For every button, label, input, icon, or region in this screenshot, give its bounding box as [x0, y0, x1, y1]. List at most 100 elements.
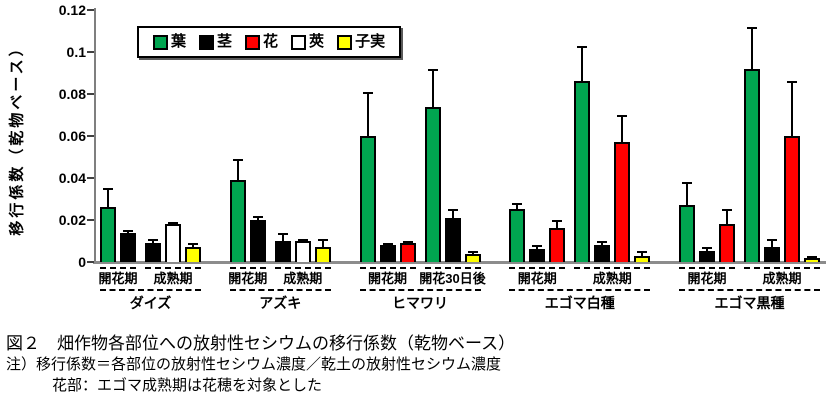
bar-rect	[229, 180, 246, 262]
error-bar	[686, 182, 688, 205]
subgroup-dash-line	[574, 267, 651, 269]
bar-rect	[764, 247, 780, 262]
error-bar-cap	[362, 92, 373, 94]
error-bar	[321, 239, 324, 247]
bar-rect	[784, 136, 800, 262]
error-bar	[451, 209, 454, 218]
bar-葉	[509, 10, 526, 262]
bar-rect	[294, 241, 311, 262]
period-label: 開花30日後	[419, 271, 486, 286]
crop-label: ダイズ	[129, 295, 172, 311]
bar-葉	[100, 10, 116, 262]
group-dash-line	[100, 289, 201, 291]
legend-item: 葉	[153, 34, 186, 50]
bars-row	[229, 10, 331, 262]
error-bar	[621, 115, 624, 142]
y-tick-mark	[87, 135, 94, 137]
period-label: 成熟期	[153, 271, 193, 286]
bar-rect	[574, 81, 591, 262]
error-bar	[192, 243, 194, 247]
bar-rect	[399, 243, 416, 262]
bar-花	[719, 10, 735, 262]
error-bar-cap	[722, 209, 732, 211]
bar-子実	[804, 10, 820, 262]
period-label: 開花期	[228, 271, 268, 286]
error-bar-cap	[297, 239, 308, 241]
error-bar-cap	[532, 245, 543, 247]
subgroup-label-block: 開花期	[359, 267, 416, 286]
bar-rect	[424, 107, 441, 262]
y-tick-label: 0.02	[58, 212, 86, 228]
bar-rect	[185, 247, 201, 262]
bar-rect	[274, 241, 291, 262]
subgroup-bars	[229, 10, 266, 262]
bar-rect	[594, 245, 611, 262]
legend: 葉 茎 花 莢 子実	[137, 26, 402, 58]
error-bar	[791, 81, 793, 136]
legend-swatch	[153, 34, 168, 50]
bar-rect	[614, 142, 631, 262]
error-bar-cap	[767, 239, 777, 241]
bar-rect	[509, 209, 526, 262]
subgroup-label-block: 開花期	[228, 267, 268, 286]
bar-子実	[314, 10, 331, 262]
bar-葉	[744, 10, 760, 262]
bar-花	[614, 10, 631, 262]
group-dash-line	[679, 289, 820, 291]
bars-row	[100, 10, 201, 262]
subgroup-bars	[100, 10, 136, 262]
subgroup-dash-line	[359, 267, 416, 269]
error-bar-cap	[317, 239, 328, 241]
error-bar	[581, 46, 584, 81]
bar-rect	[719, 224, 735, 262]
subgroup-label-block: 成熟期	[274, 267, 331, 286]
bar-rect	[444, 218, 461, 262]
period-label: 開花期	[367, 271, 407, 286]
period-label: 開花期	[687, 271, 727, 286]
y-tick-label: 0.12	[58, 2, 86, 18]
period-label: 開花期	[98, 271, 138, 286]
y-tick-label: 0.06	[58, 128, 86, 144]
subgroup-labels-row: 開花期 開花30日後	[359, 267, 486, 286]
bar-茎	[120, 10, 136, 262]
error-bar	[706, 247, 708, 251]
bar-rect	[249, 220, 266, 262]
bar-花	[399, 10, 416, 262]
y-tick-label: 0.1	[66, 44, 86, 60]
bar-rect	[549, 228, 566, 262]
error-bar	[431, 69, 434, 107]
subgroup-label-block: 成熟期	[744, 267, 820, 286]
error-bar-cap	[702, 247, 712, 249]
crop-group: 開花期 成熟期 アズキ	[228, 10, 331, 311]
error-bar-cap	[427, 69, 438, 71]
subgroup-bars	[274, 10, 331, 262]
legend-item: 莢	[291, 34, 324, 50]
subgroup-label-block: 開花期	[98, 267, 138, 286]
bar-茎	[764, 10, 780, 262]
bar-茎	[274, 10, 291, 262]
y-tick-label: 0.08	[58, 86, 86, 102]
bar-rect	[529, 249, 546, 262]
error-bar-cap	[103, 188, 113, 190]
legend-label: 葉	[171, 33, 187, 50]
bar-葉	[679, 10, 695, 262]
error-bar-cap	[148, 239, 158, 241]
bar-花	[549, 10, 566, 262]
error-bar-cap	[168, 222, 178, 224]
subgroup-labels-row: 開花期 成熟期	[228, 267, 331, 286]
bar-子実	[634, 10, 651, 262]
x-axis-line	[93, 261, 826, 264]
bar-rect	[120, 233, 136, 262]
y-axis-title: 移行係数（乾物ベース）	[8, 38, 26, 236]
crop-group: 開花期 開花30日後 ヒマワリ	[359, 10, 486, 311]
error-bar	[556, 220, 559, 228]
error-bar	[366, 92, 369, 136]
group-dash-line	[359, 289, 481, 291]
y-tick-mark	[87, 9, 94, 11]
error-bar-cap	[277, 233, 288, 235]
subgroup-bars	[509, 10, 566, 262]
error-bar-cap	[577, 46, 588, 48]
y-tick-mark	[87, 51, 94, 53]
subgroup-dash-line	[679, 267, 735, 269]
